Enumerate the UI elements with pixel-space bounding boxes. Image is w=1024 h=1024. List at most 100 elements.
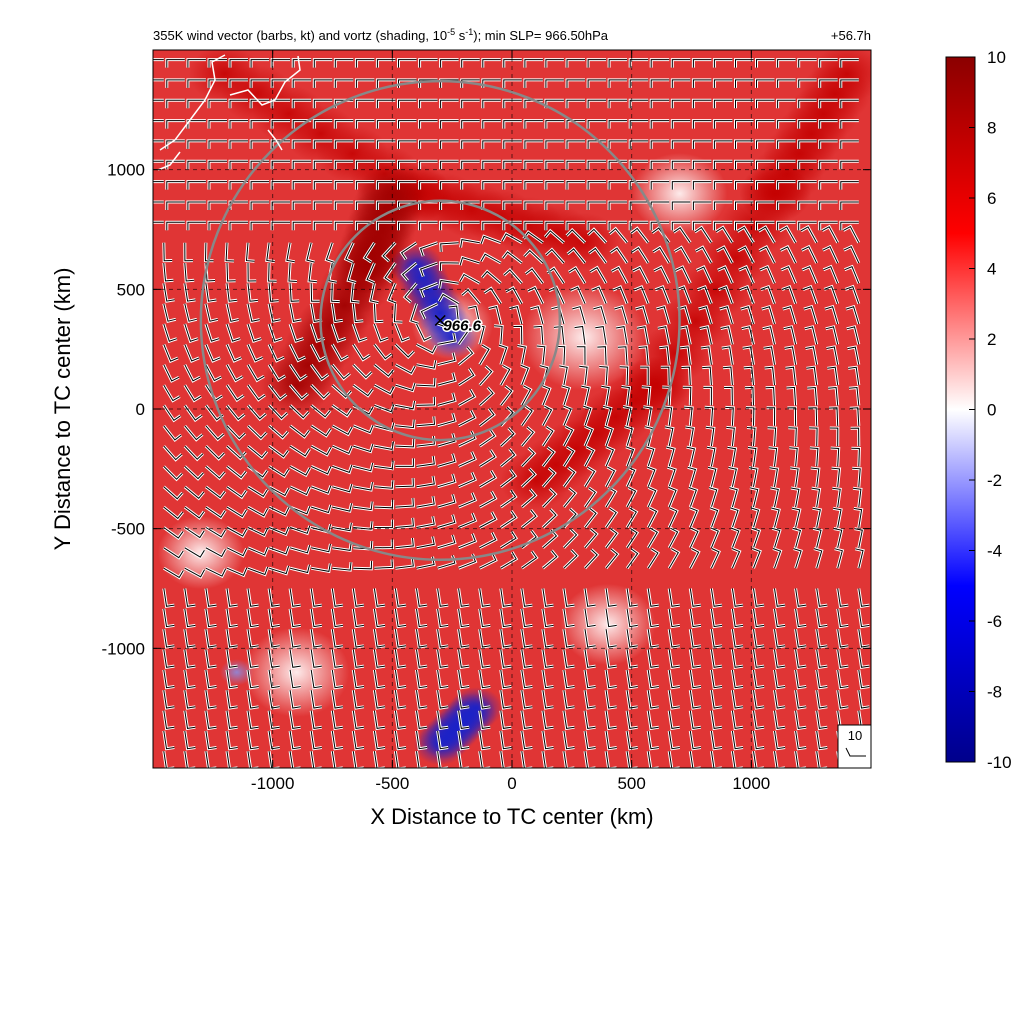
- wind-barb: [563, 690, 575, 709]
- colorbar-tick-label: -6: [987, 612, 1002, 631]
- wind-barb: [226, 567, 248, 576]
- wind-barb: [667, 466, 676, 487]
- wind-barb: [187, 160, 206, 170]
- wind-barb: [250, 221, 270, 231]
- wind-barb: [584, 425, 593, 447]
- wind-barb: [268, 565, 290, 575]
- wind-barb: [668, 629, 680, 648]
- wind-barb: [713, 120, 733, 129]
- wind-barb: [289, 690, 301, 709]
- wind-barb: [268, 669, 280, 689]
- wind-barb: [774, 588, 786, 607]
- wind-barb: [498, 344, 508, 365]
- wind-barb: [226, 466, 247, 479]
- wind-barb: [352, 649, 364, 668]
- wind-barb: [163, 262, 174, 282]
- wind-barb: [605, 649, 617, 668]
- wind-barb: [840, 59, 859, 68]
- wind-barb: [437, 352, 456, 366]
- wind-barb: [394, 690, 407, 709]
- wind-barb: [563, 549, 578, 569]
- wind-barb: [416, 690, 428, 709]
- wind-barb: [205, 751, 217, 768]
- wind-barb: [419, 140, 438, 149]
- wind-barb: [226, 323, 241, 342]
- wind-barb: [650, 79, 670, 88]
- wind-barb: [163, 364, 180, 382]
- wind-barb: [331, 384, 352, 398]
- wind-barb: [584, 730, 596, 750]
- wind-barb: [247, 669, 259, 689]
- wind-barb: [163, 384, 181, 402]
- wind-barb: [458, 588, 470, 607]
- wind-barb: [500, 751, 512, 768]
- wind-barb: [830, 447, 840, 467]
- wind-barb: [226, 751, 238, 768]
- wind-barb: [394, 629, 407, 648]
- wind-barb: [743, 366, 754, 386]
- wind-barb: [355, 140, 375, 149]
- wind-barb: [184, 608, 196, 628]
- wind-barb: [163, 466, 183, 480]
- wind-barb: [334, 79, 354, 88]
- wind-barb: [542, 385, 551, 406]
- wind-barb: [250, 181, 270, 190]
- wind-barb: [545, 201, 564, 210]
- wind-barb: [807, 386, 818, 406]
- wind-barb: [709, 507, 719, 528]
- wind-barb: [166, 201, 185, 210]
- wind-barb: [479, 344, 490, 365]
- wind-barb: [187, 221, 206, 231]
- wind-barb: [819, 120, 838, 129]
- wind-barb: [545, 221, 564, 231]
- wind-barb: [819, 79, 838, 88]
- wind-barb: [437, 413, 456, 427]
- wind-barb: [500, 510, 517, 528]
- wind-barb: [208, 181, 227, 190]
- wind-barb: [289, 669, 301, 689]
- wind-barb: [184, 506, 205, 519]
- wind-barb: [702, 366, 712, 386]
- wind-barb: [226, 425, 246, 440]
- wind-barb: [461, 181, 480, 190]
- wind-barb: [608, 120, 628, 129]
- wind-barb: [481, 270, 502, 284]
- wind-barb: [735, 59, 754, 68]
- wind-barb: [205, 588, 217, 607]
- x-tick-label: -1000: [251, 774, 294, 793]
- wind-barb: [247, 730, 259, 750]
- wind-barb: [624, 426, 633, 447]
- wind-barb: [226, 303, 239, 322]
- wind-barb: [500, 551, 517, 569]
- wind-barb: [765, 386, 775, 406]
- wind-barb: [731, 751, 744, 768]
- wind-barb: [608, 59, 628, 68]
- wind-barb: [268, 344, 285, 362]
- wind-barb: [844, 266, 860, 284]
- wind-barb: [566, 181, 585, 190]
- wind-barb: [852, 467, 861, 487]
- wind-barb: [524, 160, 543, 170]
- wind-barb: [420, 282, 438, 298]
- wind-barb: [205, 303, 218, 322]
- wind-barb: [657, 326, 670, 345]
- wind-barb: [816, 629, 828, 648]
- wind-barb: [566, 79, 585, 88]
- wind-barb: [289, 545, 311, 554]
- wind-barb: [772, 527, 781, 548]
- wind-barb: [848, 366, 860, 386]
- wind-barb: [184, 425, 203, 441]
- wind-barb: [524, 79, 543, 88]
- wind-barb: [808, 407, 818, 426]
- wind-barb: [416, 416, 436, 427]
- wind-barb: [584, 669, 596, 689]
- wind-barb: [289, 751, 301, 768]
- wind-barb: [597, 346, 607, 365]
- wind-barb: [816, 588, 828, 607]
- wind-barb: [731, 629, 744, 648]
- wind-barb: [163, 730, 175, 750]
- wind-barb: [247, 303, 260, 322]
- wind-barb: [610, 247, 628, 264]
- wind-barb: [533, 325, 544, 345]
- colorbar-tick-label: 4: [987, 260, 996, 279]
